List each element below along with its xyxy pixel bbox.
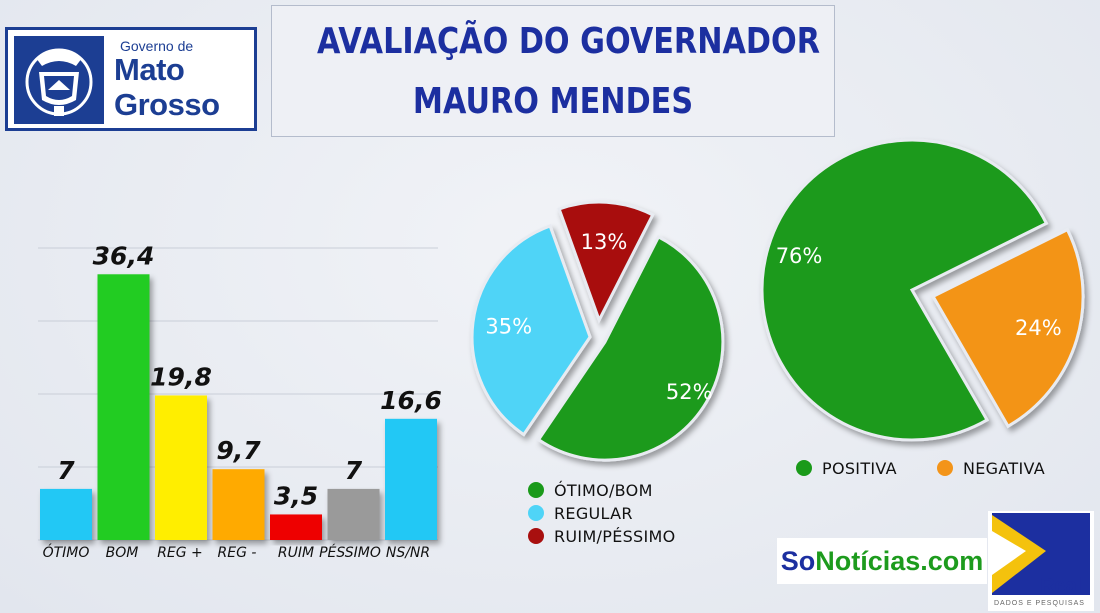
bar-value-label: 3,5	[274, 481, 318, 510]
logo-governo-de: Governo de	[120, 38, 194, 54]
bar	[270, 514, 322, 540]
bar-value-label: 9,7	[216, 436, 261, 465]
pie-slice	[760, 138, 1049, 442]
legend-ruim-pessimo: RUIM/PÉSSIMO	[528, 527, 676, 546]
real-sub: DADOS E PESQUISAS	[994, 600, 1085, 607]
pie-slice	[536, 234, 725, 462]
real-dados-logo: Real DADOS E PESQUISAS	[988, 511, 1094, 611]
legend-dot-icon	[528, 528, 544, 544]
page-title-line1: AVALIAÇÃO DO GOVERNADOR	[316, 21, 821, 62]
legend-label: ÓTIMO/BOM	[554, 481, 653, 500]
legend-positiva: POSITIVA	[796, 459, 897, 478]
category-label: ÓTIMO	[43, 543, 90, 561]
bar	[97, 274, 150, 540]
bar-value-label: 16,6	[380, 386, 442, 415]
real-arrow-icon	[992, 513, 1090, 595]
real-word: Real	[1040, 575, 1083, 597]
pie-value-label: 35%	[485, 315, 532, 339]
sonoticias-suffix: Notícias.com	[815, 546, 984, 576]
legend-negativa: NEGATIVA	[937, 459, 1045, 478]
pie-value-label: 76%	[776, 244, 823, 268]
category-label: BOM	[106, 545, 139, 561]
bar	[385, 418, 437, 540]
bar-value-label: 36,4	[93, 241, 155, 270]
category-label: REG -	[218, 545, 257, 561]
bar	[155, 395, 207, 540]
pie-value-label: 13%	[581, 230, 628, 254]
legend-regular: REGULAR	[528, 504, 633, 523]
state-seal-icon	[14, 36, 104, 124]
category-label: PÉSSIMO	[319, 544, 381, 561]
legend-label: RUIM/PÉSSIMO	[554, 527, 676, 546]
bar-value-label: 19,8	[150, 362, 212, 391]
pie-slice	[470, 224, 592, 437]
logo-grosso: Grosso	[114, 87, 220, 122]
legend-label: REGULAR	[554, 504, 633, 523]
pie-slice	[557, 200, 655, 324]
pie-slice	[930, 227, 1085, 429]
pie-value-label: 52%	[666, 380, 713, 404]
bar-value-label: 7	[345, 456, 363, 485]
legend-dot-icon	[796, 460, 812, 476]
bar-value-label: 7	[57, 456, 75, 485]
pie-value-label: 24%	[1015, 316, 1062, 340]
legend-label: NEGATIVA	[963, 459, 1045, 478]
legend-dot-icon	[528, 482, 544, 498]
category-label: REG +	[157, 545, 203, 561]
governo-mato-grosso-logo: Governo de Mato Grosso	[5, 27, 257, 131]
sonoticias-logo: SoNotícias.com	[777, 538, 987, 584]
logo-mato: Mato	[114, 52, 185, 87]
title-box: AVALIAÇÃO DO GOVERNADOR MAURO MENDES	[271, 5, 835, 137]
legend-dot-icon	[937, 460, 953, 476]
bar	[40, 488, 92, 540]
category-label: RUIM	[278, 545, 314, 561]
legend-dot-icon	[528, 505, 544, 521]
legend-label: POSITIVA	[822, 459, 897, 478]
bar	[212, 469, 265, 540]
sonoticias-prefix: So	[780, 546, 816, 576]
legend-otimo-bom: ÓTIMO/BOM	[528, 481, 653, 500]
page-title-line2: MAURO MENDES	[412, 81, 694, 122]
category-label: NS/NR	[386, 545, 430, 561]
bar	[327, 488, 380, 540]
